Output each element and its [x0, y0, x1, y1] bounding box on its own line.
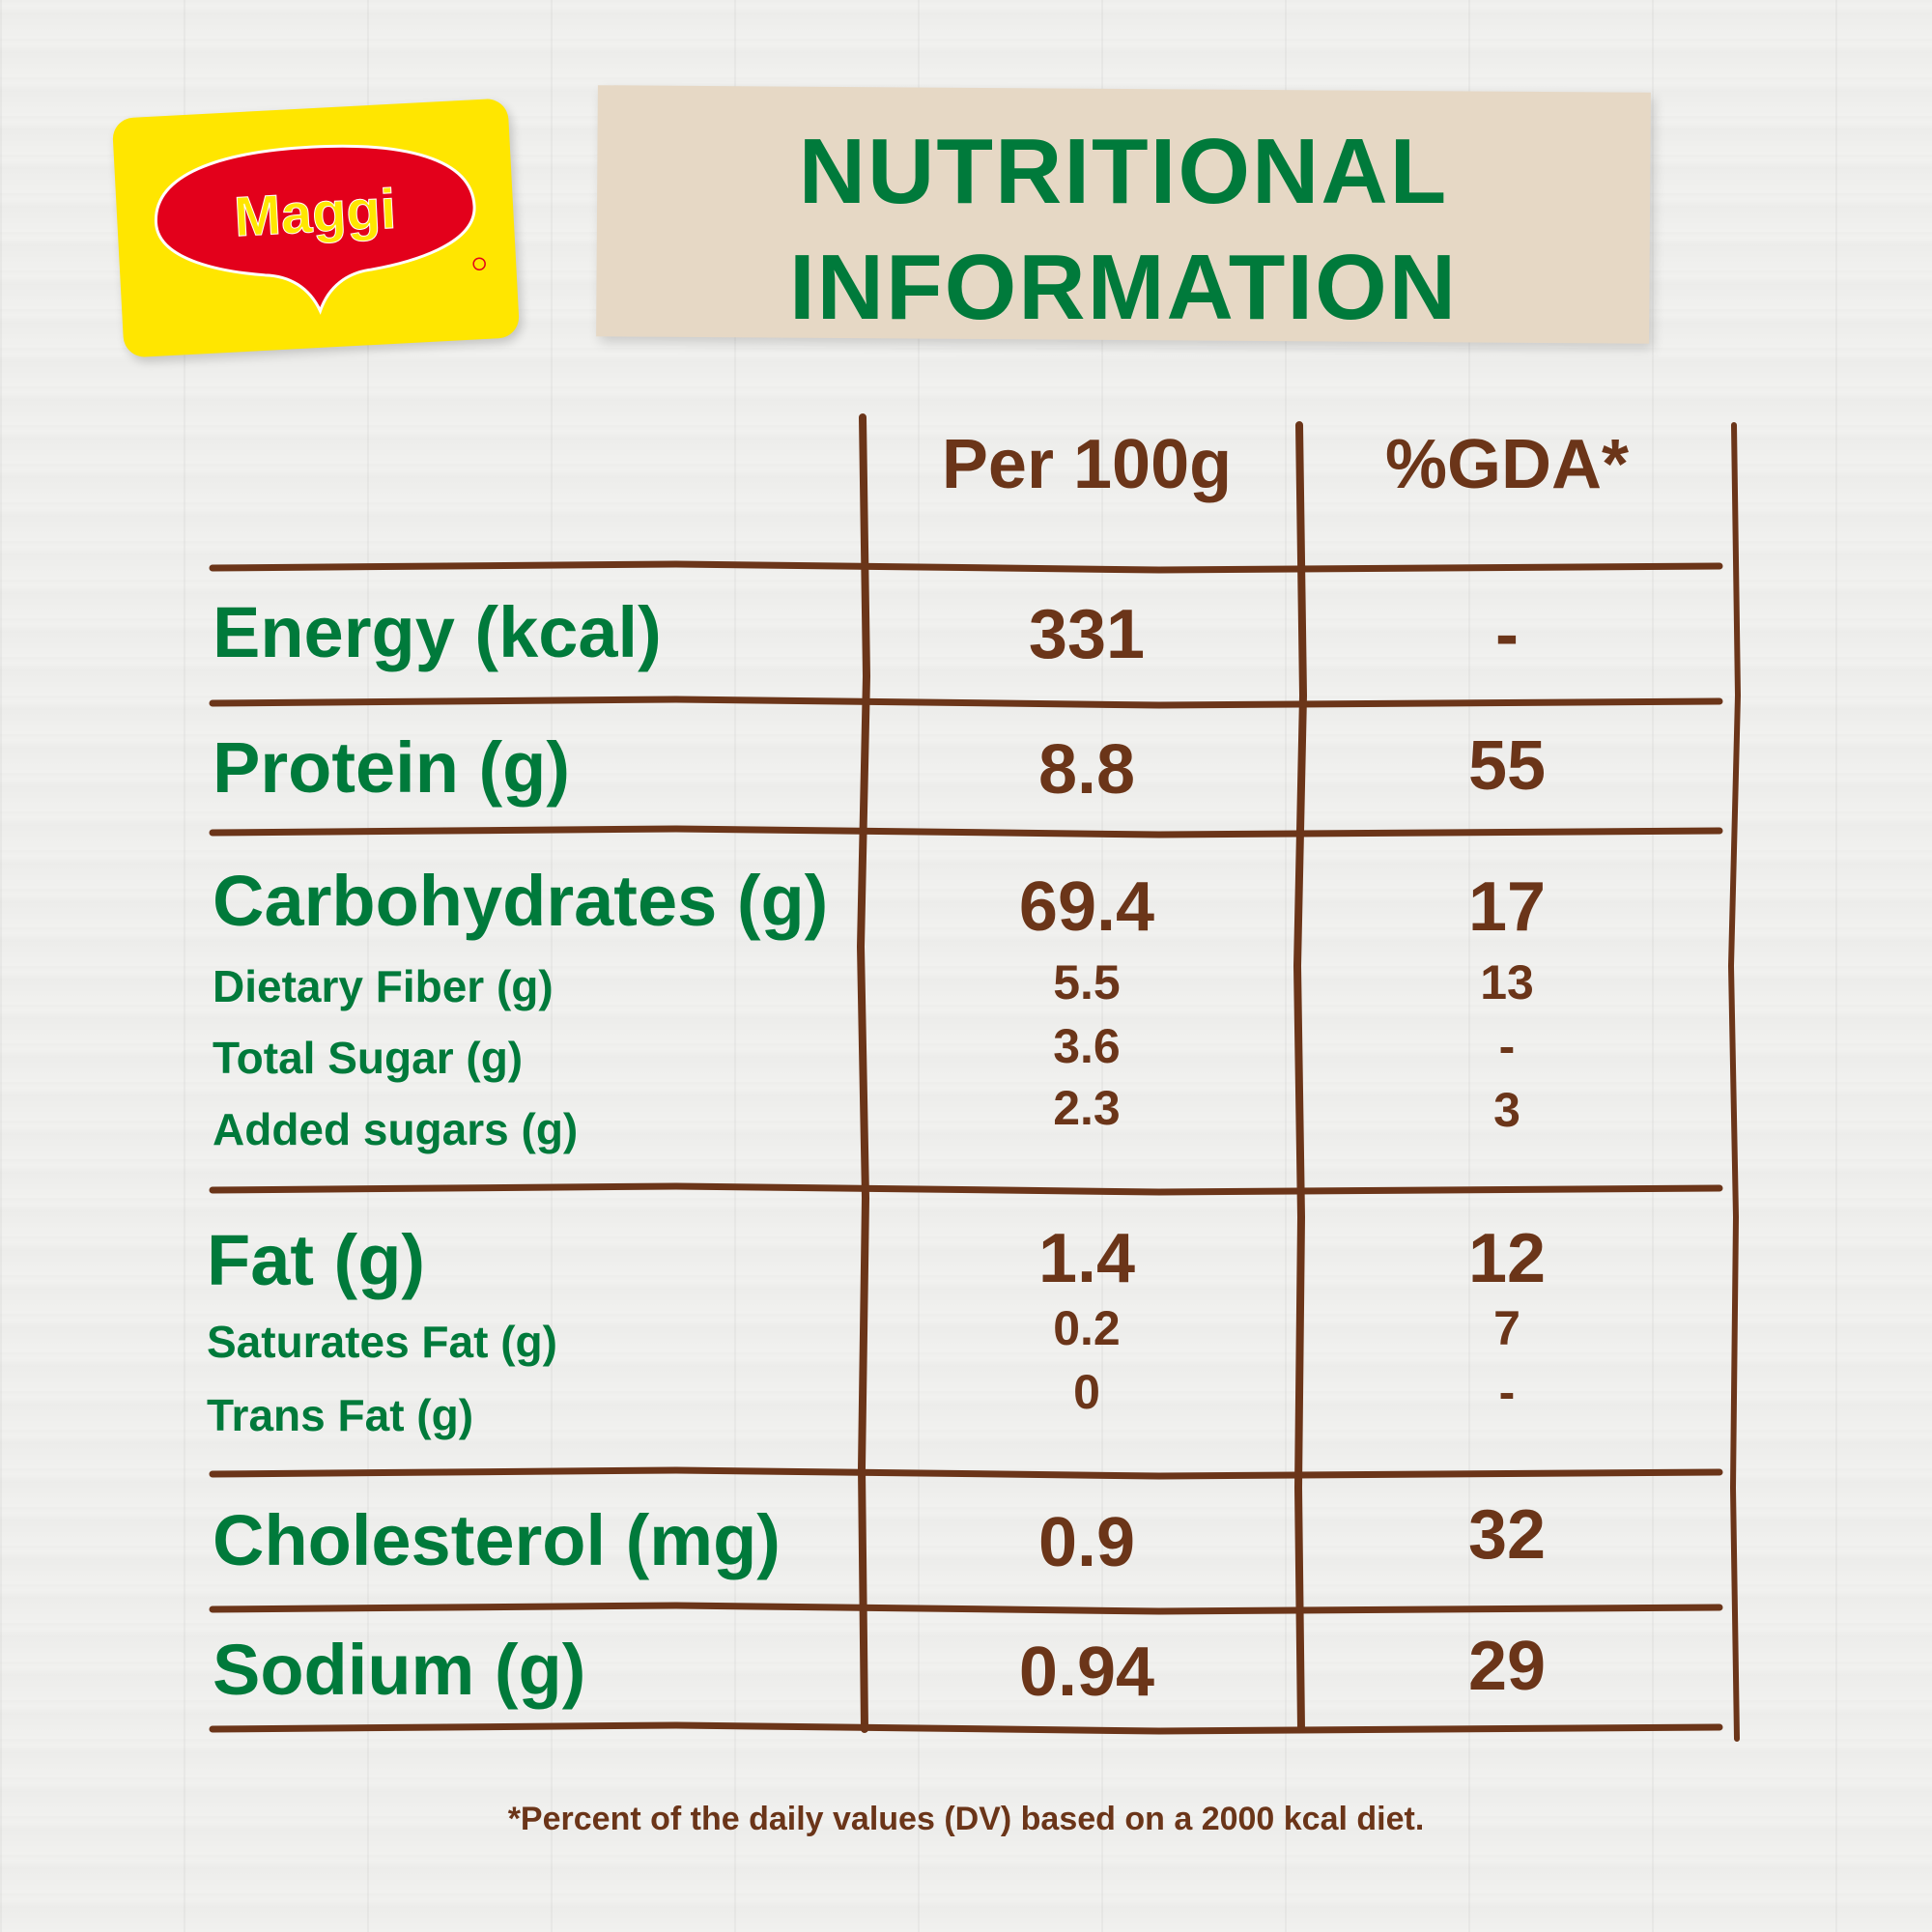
row-value-dietary-fiber: 5.5 — [1053, 955, 1121, 1009]
row-value-energy: 331 — [1028, 596, 1146, 673]
row-label-added-sugars: Added sugars (g) — [213, 1104, 579, 1154]
page-title: NUTRITIONAL INFORMATION — [597, 114, 1650, 346]
row-gda-total-sugar: - — [1498, 1019, 1516, 1073]
row-value-total-sugar: 3.6 — [1053, 1019, 1121, 1073]
row-gda-carbohydrates: 17 — [1467, 868, 1547, 946]
column-header-per100g: Per 100g — [941, 426, 1233, 503]
row-label-total-sugar: Total Sugar (g) — [213, 1033, 524, 1083]
maggi-logo: Maggi — [111, 98, 521, 358]
row-gda-fat: 12 — [1467, 1220, 1547, 1297]
row-gda-dietary-fiber: 13 — [1480, 955, 1534, 1009]
logo-text: Maggi — [233, 178, 398, 249]
row-value-carbohydrates: 69.4 — [1018, 868, 1155, 946]
row-label-protein: Protein (g) — [213, 727, 570, 808]
column-header-gda: %GDA* — [1384, 426, 1630, 503]
row-gda-cholesterol: 32 — [1467, 1496, 1547, 1574]
row-label-fat: Fat (g) — [207, 1220, 426, 1300]
row-value-sodium: 0.94 — [1018, 1634, 1155, 1711]
row-label-carbohydrates: Carbohydrates (g) — [213, 861, 829, 941]
row-value-protein: 8.8 — [1037, 731, 1136, 809]
row-label-saturates-fat: Saturates Fat (g) — [207, 1317, 557, 1367]
row-value-fat: 1.4 — [1037, 1220, 1136, 1297]
row-label-sodium: Sodium (g) — [213, 1630, 586, 1710]
maggi-logo-emblem: Maggi — [154, 144, 486, 315]
footnote: *Percent of the daily values (DV) based … — [507, 1801, 1425, 1837]
row-label-cholesterol: Cholesterol (mg) — [213, 1500, 781, 1580]
row-gda-saturates-fat: 7 — [1493, 1301, 1520, 1355]
row-value-saturates-fat: 0.2 — [1053, 1301, 1121, 1355]
row-gda-sodium: 29 — [1467, 1628, 1547, 1705]
row-value-added-sugars: 2.3 — [1053, 1081, 1121, 1135]
row-value-cholesterol: 0.9 — [1037, 1504, 1136, 1581]
row-label-dietary-fiber: Dietary Fiber (g) — [213, 961, 554, 1011]
row-label-energy: Energy (kcal) — [213, 592, 662, 672]
row-value-trans-fat: 0 — [1073, 1365, 1100, 1419]
title-line-1: NUTRITIONAL — [798, 120, 1449, 223]
title-line-2: INFORMATION — [788, 236, 1459, 339]
row-gda-added-sugars: 3 — [1493, 1083, 1520, 1137]
row-gda-trans-fat: - — [1498, 1365, 1516, 1419]
row-gda-protein: 55 — [1467, 727, 1547, 805]
row-gda-energy: - — [1495, 596, 1519, 673]
row-label-trans-fat: Trans Fat (g) — [207, 1390, 474, 1440]
